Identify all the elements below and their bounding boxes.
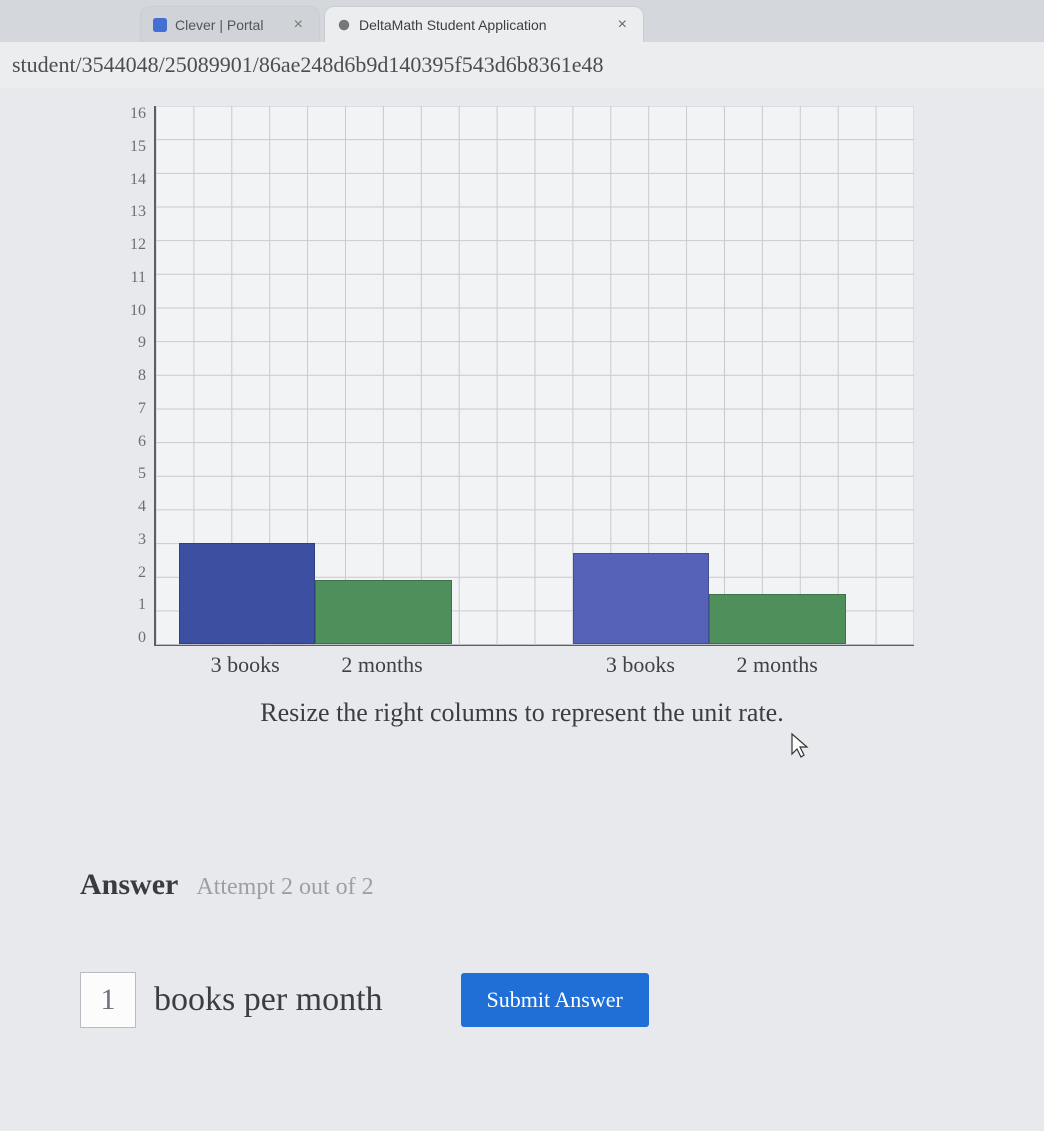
y-tick-label: 8 (138, 368, 146, 384)
page-content: 161514131211109876543210 3 books2 months… (0, 106, 1044, 1028)
x-tick-label: 2 months (314, 652, 451, 678)
y-tick-label: 1 (138, 597, 146, 613)
x-tick-label: 3 books (572, 652, 709, 678)
close-icon[interactable]: × (290, 16, 307, 34)
address-bar[interactable]: student/3544048/25089901/86ae248d6b9d140… (0, 42, 1044, 88)
chart-plot[interactable] (154, 106, 914, 646)
unit-label: books per month (154, 981, 383, 1019)
close-icon[interactable]: × (614, 16, 631, 34)
y-axis: 161514131211109876543210 (130, 106, 154, 646)
browser-chrome: Clever | Portal × DeltaMath Student Appl… (0, 0, 1044, 88)
y-tick-label: 6 (138, 434, 146, 450)
favicon-icon (337, 18, 351, 32)
y-tick-label: 9 (138, 335, 146, 351)
y-tick-label: 0 (138, 630, 146, 646)
y-tick-label: 15 (130, 139, 146, 155)
chart-bar[interactable] (573, 553, 709, 644)
tab-title: DeltaMath Student Application (359, 17, 547, 33)
y-tick-label: 11 (131, 270, 146, 286)
instruction-text: Resize the right columns to represent th… (30, 698, 1014, 728)
url-text: student/3544048/25089901/86ae248d6b9d140… (12, 52, 604, 78)
y-tick-label: 2 (138, 565, 146, 581)
tab-strip: Clever | Portal × DeltaMath Student Appl… (0, 0, 1044, 42)
chart-bar[interactable] (315, 580, 451, 644)
y-tick-label: 7 (138, 401, 146, 417)
y-tick-label: 5 (138, 466, 146, 482)
chart-bars (156, 106, 914, 644)
chart-bar[interactable] (709, 594, 845, 644)
answer-label: Answer (80, 868, 178, 902)
y-tick-label: 14 (130, 172, 146, 188)
y-tick-label: 16 (130, 106, 146, 122)
y-tick-label: 12 (130, 237, 146, 253)
browser-tab-clever[interactable]: Clever | Portal × (140, 6, 320, 42)
x-tick-label: 2 months (709, 652, 846, 678)
y-tick-label: 13 (130, 204, 146, 220)
chart-container: 161514131211109876543210 3 books2 months… (30, 106, 1014, 680)
answer-input[interactable] (80, 972, 136, 1028)
favicon-icon (153, 18, 167, 32)
chart-bar[interactable] (179, 543, 315, 644)
answer-section: Answer Attempt 2 out of 2 books per mont… (30, 868, 1014, 1028)
cursor-icon (790, 732, 810, 758)
y-tick-label: 4 (138, 499, 146, 515)
x-axis-labels: 3 books2 months3 books2 months (154, 646, 914, 680)
x-tick-label: 3 books (177, 652, 314, 678)
browser-tab-deltamath[interactable]: DeltaMath Student Application × (324, 6, 644, 42)
tab-title: Clever | Portal (175, 17, 263, 33)
y-tick-label: 3 (138, 532, 146, 548)
attempt-text: Attempt 2 out of 2 (196, 874, 373, 901)
y-tick-label: 10 (130, 303, 146, 319)
submit-button[interactable]: Submit Answer (461, 973, 649, 1027)
